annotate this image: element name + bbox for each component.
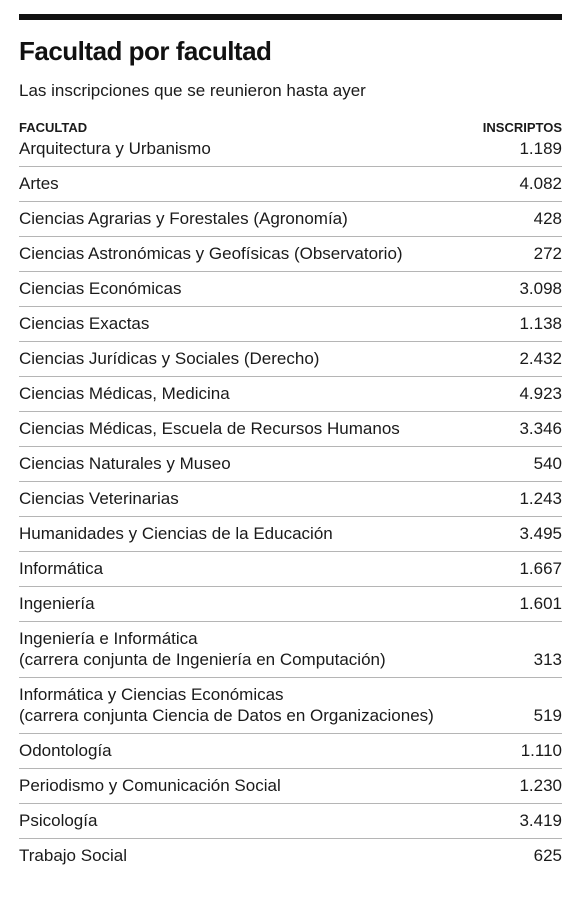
table-row: Psicología 3.419 xyxy=(19,804,562,839)
facultad-cell: Ciencias Agrarias y Forestales (Agronomí… xyxy=(19,209,348,228)
table-row: Arquitectura y Urbanismo 1.189 xyxy=(19,138,562,167)
table-row: Periodismo y Comunicación Social 1.230 xyxy=(19,769,562,804)
inscriptos-cell: 1.230 xyxy=(519,776,562,795)
inscriptos-cell: 1.138 xyxy=(519,314,562,333)
facultad-cell: Ciencias Naturales y Museo xyxy=(19,454,231,473)
table-row: Humanidades y Ciencias de la Educación 3.… xyxy=(19,517,562,552)
table-row: Ciencias Naturales y Museo 540 xyxy=(19,447,562,482)
inscriptos-cell: 519 xyxy=(533,706,562,725)
facultad-cell: Informática y Ciencias Económicas (carre… xyxy=(19,685,434,725)
facultad-cell: Arquitectura y Urbanismo xyxy=(19,139,211,158)
inscriptos-cell: 428 xyxy=(533,209,562,228)
infographic: Facultad por facultad Las inscripciones … xyxy=(19,14,562,873)
facultad-cell: Psicología xyxy=(19,811,98,830)
table-row: Artes 4.082 xyxy=(19,167,562,202)
table-row: Ciencias Veterinarias 1.243 xyxy=(19,482,562,517)
facultad-cell: Trabajo Social xyxy=(19,846,128,865)
table-row: Informática 1.667 xyxy=(19,552,562,587)
facultad-cell: Humanidades y Ciencias de la Educación xyxy=(19,524,333,543)
inscriptos-cell: 1.667 xyxy=(519,559,562,578)
table-body: Arquitectura y Urbanismo 1.189 Artes 4.082 C… xyxy=(19,138,562,873)
facultad-cell: Ingeniería e Informática (carrera conjun… xyxy=(19,629,386,669)
facultad-cell: Informática xyxy=(19,559,104,578)
table-header: FACULTAD INSCRIPTOS xyxy=(19,120,562,136)
facultad-cell: Ingeniería xyxy=(19,594,95,613)
table-row: Ciencias Médicas, Medicina 4.923 xyxy=(19,377,562,412)
inscriptos-cell: 3.419 xyxy=(519,811,562,830)
facultad-cell: Ciencias Astronómicas y Geofísicas (Obse… xyxy=(19,244,403,263)
table-row: Ciencias Exactas 1.138 xyxy=(19,307,562,342)
column-header-facultad: FACULTAD xyxy=(19,120,88,135)
inscriptos-cell: 4.082 xyxy=(519,174,562,193)
inscriptos-cell: 625 xyxy=(533,846,562,865)
subtitle: Las inscripciones que se reunieron hasta… xyxy=(19,81,366,100)
table-row: Informática y Ciencias Económicas (carre… xyxy=(19,678,562,734)
table-row: Ingeniería 1.601 xyxy=(19,587,562,622)
table-row: Ciencias Agrarias y Forestales (Agronomí… xyxy=(19,202,562,237)
table-row: Ciencias Jurídicas y Sociales (Derecho) 2… xyxy=(19,342,562,377)
table-row: Odontología 1.110 xyxy=(19,734,562,769)
inscriptos-cell: 3.346 xyxy=(519,419,562,438)
inscriptos-cell: 272 xyxy=(533,244,562,263)
facultad-cell: Ciencias Médicas, Medicina xyxy=(19,384,230,403)
facultad-cell: Ciencias Veterinarias xyxy=(19,489,179,508)
inscriptos-cell: 2.432 xyxy=(519,349,562,368)
inscriptos-cell: 313 xyxy=(533,650,562,669)
inscriptos-cell: 4.923 xyxy=(519,384,562,403)
inscriptos-cell: 1.243 xyxy=(519,489,562,508)
inscriptos-cell: 3.098 xyxy=(519,279,562,298)
facultad-cell: Ciencias Económicas xyxy=(19,279,182,298)
facultad-cell: Ciencias Jurídicas y Sociales (Derecho) xyxy=(19,349,320,368)
inscriptos-cell: 1.601 xyxy=(519,594,562,613)
facultad-cell: Odontología xyxy=(19,741,112,760)
facultad-cell: Ciencias Exactas xyxy=(19,314,150,333)
table-row: Ciencias Médicas, Escuela de Recursos Hu… xyxy=(19,412,562,447)
inscriptos-cell: 3.495 xyxy=(519,524,562,543)
inscriptos-cell: 540 xyxy=(533,454,562,473)
facultad-cell: Ciencias Médicas, Escuela de Recursos Hu… xyxy=(19,419,400,438)
page-title: Facultad por facultad xyxy=(19,36,272,66)
table-row: Ciencias Astronómicas y Geofísicas (Obse… xyxy=(19,237,562,272)
table-row: Ciencias Económicas 3.098 xyxy=(19,272,562,307)
column-header-inscriptos: INSCRIPTOS xyxy=(482,120,562,135)
table-row: Ingeniería e Informática (carrera conjun… xyxy=(19,622,562,678)
facultad-cell: Periodismo y Comunicación Social xyxy=(19,776,281,795)
table-row: Trabajo Social 625 xyxy=(19,839,562,873)
inscriptos-cell: 1.110 xyxy=(520,741,562,760)
inscriptos-cell: 1.189 xyxy=(519,139,562,158)
facultad-cell: Artes xyxy=(19,174,59,193)
top-rule xyxy=(19,14,562,20)
